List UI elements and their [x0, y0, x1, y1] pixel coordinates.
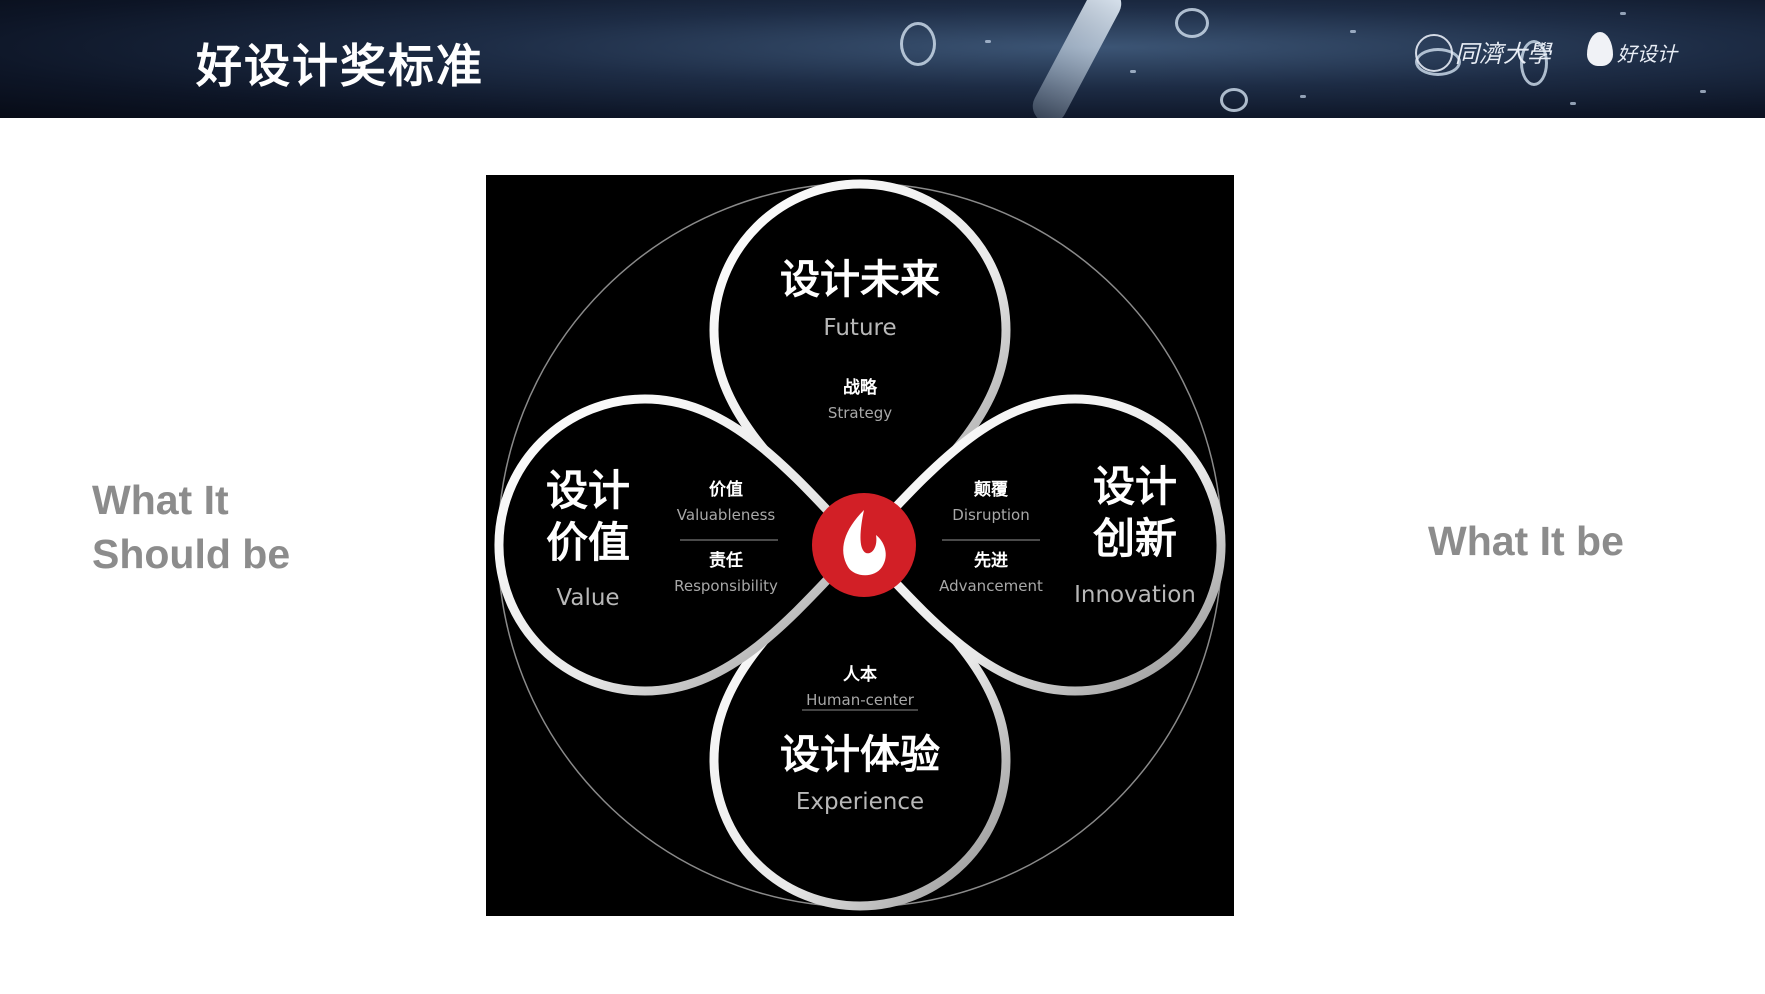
university-seal-icon — [1415, 34, 1453, 72]
right-term1-cn: 颠覆 — [974, 479, 1009, 500]
left-term1-en: Valuableness — [677, 506, 776, 524]
diagram-canvas: 设计未来 Future 战略 Strategy 人本 Human-center … — [494, 179, 1226, 911]
left-term1-cn: 价值 — [709, 479, 743, 500]
flame-icon — [843, 510, 886, 576]
right-subtitle: Innovation — [1074, 582, 1196, 608]
design-criteria-diagram: 设计未来 Future 战略 Strategy 人本 Human-center … — [486, 175, 1234, 916]
particle-decoration — [1700, 90, 1706, 93]
right-term2-cn: 先进 — [974, 550, 1008, 571]
brand-flame-icon — [1587, 32, 1613, 66]
left-term2-en: Responsibility — [674, 577, 778, 595]
bottom-term-en: Human-center — [806, 691, 915, 709]
right-title-line2: 创新 — [1093, 514, 1177, 563]
petal-right — [853, 394, 1226, 696]
left-caption-line1: What It — [92, 477, 229, 523]
bottom-subtitle: Experience — [796, 789, 924, 815]
left-caption-line2: Should be — [92, 531, 291, 577]
left-title-line2: 价值 — [546, 518, 630, 567]
right-term2-en: Advancement — [939, 577, 1043, 595]
particle-decoration — [1350, 30, 1356, 33]
top-term-cn: 战略 — [843, 377, 878, 398]
top-title: 设计未来 — [780, 257, 940, 303]
particle-decoration — [1620, 12, 1626, 15]
petal-top — [709, 179, 1011, 552]
light-streak-decoration — [1026, 0, 1128, 118]
left-title-line1: 设计 — [546, 466, 630, 515]
bottom-term-cn: 人本 — [843, 664, 877, 685]
petal-left — [494, 394, 867, 696]
right-caption: What It be — [1428, 518, 1624, 564]
center-emblem — [812, 493, 916, 597]
header-banner: 好设计奖标准 同濟大學 好设计 — [0, 0, 1765, 118]
left-subtitle: Value — [556, 585, 619, 611]
top-term-en: Strategy — [828, 404, 892, 422]
bottom-title: 设计体验 — [780, 732, 940, 778]
particle-decoration — [1570, 102, 1576, 105]
bubble-decoration — [1220, 88, 1248, 112]
bubble-decoration — [1175, 8, 1209, 38]
right-title-line1: 设计 — [1093, 462, 1177, 511]
bubble-decoration — [1520, 40, 1548, 86]
right-term1-en: Disruption — [952, 506, 1029, 524]
bubble-decoration — [900, 22, 936, 66]
particle-decoration — [1130, 70, 1136, 73]
university-logo-text: 同濟大學 — [1455, 40, 1551, 68]
left-caption: What It Should be — [92, 473, 290, 581]
left-term2-cn: 责任 — [709, 550, 743, 571]
petal-bottom — [709, 538, 1011, 911]
brand-logo-text: 好设计 — [1617, 42, 1677, 66]
particle-decoration — [1300, 95, 1306, 98]
top-subtitle: Future — [823, 315, 896, 341]
particle-decoration — [985, 40, 991, 43]
logo-group: 同濟大學 好设计 — [1415, 30, 1725, 80]
slide-title: 好设计奖标准 — [196, 39, 484, 93]
